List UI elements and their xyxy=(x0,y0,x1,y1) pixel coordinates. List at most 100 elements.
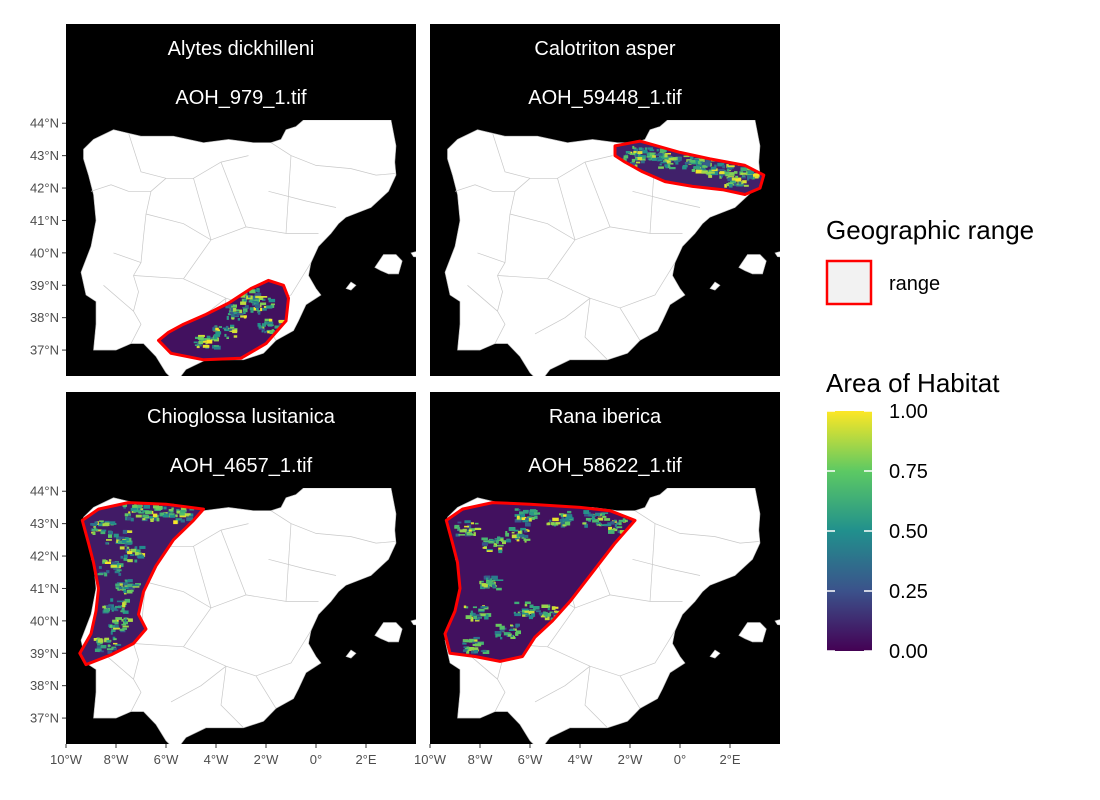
habitat-cell xyxy=(495,623,502,627)
region-border xyxy=(557,178,576,240)
habitat-cell xyxy=(458,534,466,536)
habitat-cell xyxy=(236,312,244,316)
habitat-cell xyxy=(751,176,755,180)
habitat-cell xyxy=(608,529,615,534)
habitat-cell xyxy=(227,313,233,316)
habitat-colorbar-ticks: 1.00 0.75 0.50 0.25 0.00 xyxy=(827,401,928,663)
habitat-cell xyxy=(493,579,499,581)
habitat-cell xyxy=(604,523,612,527)
habitat-cell xyxy=(482,650,490,654)
facet-strip xyxy=(430,24,780,120)
habitat-cell xyxy=(708,171,715,174)
habitat-cell xyxy=(475,617,480,621)
habitat-cell xyxy=(94,521,98,525)
habitat-cell xyxy=(726,169,730,171)
region-border xyxy=(285,523,292,602)
habitat-cell xyxy=(99,520,104,522)
habitat-cell xyxy=(669,167,676,170)
habitat-cell xyxy=(464,520,471,524)
x-tick-label: 8°W xyxy=(104,752,129,767)
region-border xyxy=(193,546,212,608)
x-tick-label: 2°W xyxy=(618,752,643,767)
colorbar-tick-label: 1.00 xyxy=(889,401,928,423)
habitat-cell xyxy=(114,644,122,646)
x-tick-label: 0° xyxy=(674,752,686,767)
habitat-cell xyxy=(468,529,472,532)
habitat-cell xyxy=(625,519,628,523)
habitat-cell xyxy=(124,584,129,588)
habitat-cell xyxy=(111,561,119,566)
habitat-cell xyxy=(743,184,749,187)
habitat-cell xyxy=(126,530,133,533)
habitat-cell xyxy=(224,329,231,332)
habitat-cell xyxy=(123,504,127,507)
habitat-cell xyxy=(608,526,612,531)
habitat-cell xyxy=(511,531,515,534)
habitat-cell xyxy=(545,615,548,618)
habitat-cell xyxy=(248,295,251,298)
facet-strip xyxy=(66,24,416,120)
habitat-cell xyxy=(229,328,235,331)
habitat-cell xyxy=(213,334,221,337)
land-ibiza xyxy=(709,649,721,659)
habitat-cell xyxy=(657,157,663,161)
habitat-cell xyxy=(225,305,232,309)
habitat-cell xyxy=(702,162,707,166)
region-border xyxy=(183,239,212,280)
habitat-cell xyxy=(518,610,525,613)
habitat-cell xyxy=(226,336,230,338)
habitat-cell xyxy=(682,166,687,170)
habitat-cell xyxy=(127,559,133,563)
habitat-cell xyxy=(740,167,748,172)
habitat-cell xyxy=(522,608,528,613)
region-border xyxy=(634,510,759,544)
habitat-cell xyxy=(113,642,118,645)
habitat-cell xyxy=(122,610,129,614)
habitat-cell xyxy=(718,174,726,176)
habitat-cell xyxy=(469,612,474,617)
habitat-cell xyxy=(106,648,114,651)
habitat-cell xyxy=(278,319,285,324)
habitat-cell xyxy=(722,165,725,169)
habitat-cell xyxy=(514,538,519,540)
habitat-cell xyxy=(106,640,111,643)
x-tick-label: 2°E xyxy=(719,752,740,767)
habitat-cell xyxy=(584,523,588,528)
habitat-cell xyxy=(555,522,561,525)
habitat-cell xyxy=(173,520,178,525)
y-tick-label: 41°N xyxy=(30,213,59,228)
region-border xyxy=(547,239,576,280)
habitat-cell xyxy=(711,168,718,172)
habitat-cell xyxy=(112,619,117,623)
facet-file-label: AOH_4657_1.tif xyxy=(170,455,313,477)
x-tick-label: 4°W xyxy=(568,752,593,767)
facet-file-label: AOH_59448_1.tif xyxy=(528,87,682,109)
habitat-cell xyxy=(544,616,550,621)
habitat-cell xyxy=(591,516,595,521)
habitat-cell xyxy=(496,544,504,547)
habitat-cell xyxy=(168,513,175,517)
habitat-cell xyxy=(233,335,238,338)
habitat-cell xyxy=(618,522,622,526)
region-border xyxy=(270,510,395,544)
habitat-cell xyxy=(521,612,529,615)
region-border xyxy=(497,630,676,677)
habitat-cell xyxy=(632,145,635,149)
y-tick-label: 39°N xyxy=(30,646,59,661)
habitat-cell xyxy=(663,160,666,163)
habitat-cell xyxy=(198,341,204,345)
habitat-cell xyxy=(529,609,536,611)
y-tick-label: 38°N xyxy=(30,310,59,325)
habitat-cell xyxy=(266,305,273,309)
land-mallorca xyxy=(738,622,767,643)
habitat-cell xyxy=(567,510,572,514)
habitat-cell xyxy=(600,512,605,516)
habitat-cell xyxy=(124,617,128,620)
habitat-cell xyxy=(614,523,618,527)
habitat-cell xyxy=(659,148,666,153)
habitat-cell xyxy=(97,639,104,643)
region-border xyxy=(150,178,167,192)
facet-panel: Chioglossa lusitanica AOH_4657_1.tif xyxy=(66,392,416,744)
habitat-cell xyxy=(113,568,121,570)
habitat-cell xyxy=(111,629,116,632)
